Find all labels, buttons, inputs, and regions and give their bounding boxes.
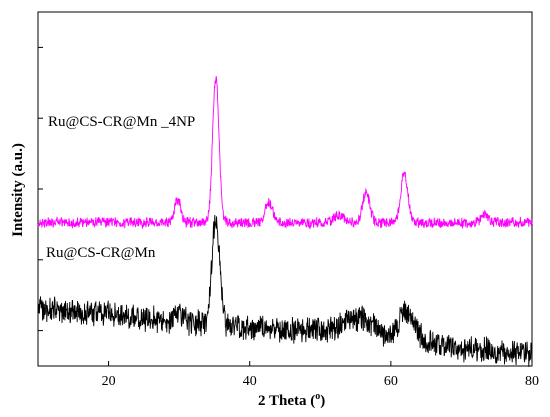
x-tick-label: 80 [525,374,539,389]
x-axis-ticks: 20 40 60 80 [102,361,539,389]
annotation-ru-cs-cr-mn-4np: Ru@CS-CR@Mn _4NP [48,114,195,130]
x-tick-label: 20 [102,374,116,389]
y-axis-ticks [38,46,43,332]
x-axis-title-text: 2 Theta ( [258,393,315,409]
series-line-ru-cs-cr-mn-4np [37,76,533,230]
x-axis-title-close: ) [320,393,325,409]
y-axis-title: Intensity (a.u.) [10,143,26,237]
x-axis-title: 2 Theta (o) [258,391,325,409]
x-tick-label: 60 [384,374,398,389]
x-tick-label: 40 [243,374,257,389]
series-line-ru-cs-cr-mn [37,214,533,367]
x-axis-title-unit: o [315,391,320,402]
series-layer [37,76,533,367]
annotation-ru-cs-cr-mn: Ru@CS-CR@Mn [46,245,156,261]
